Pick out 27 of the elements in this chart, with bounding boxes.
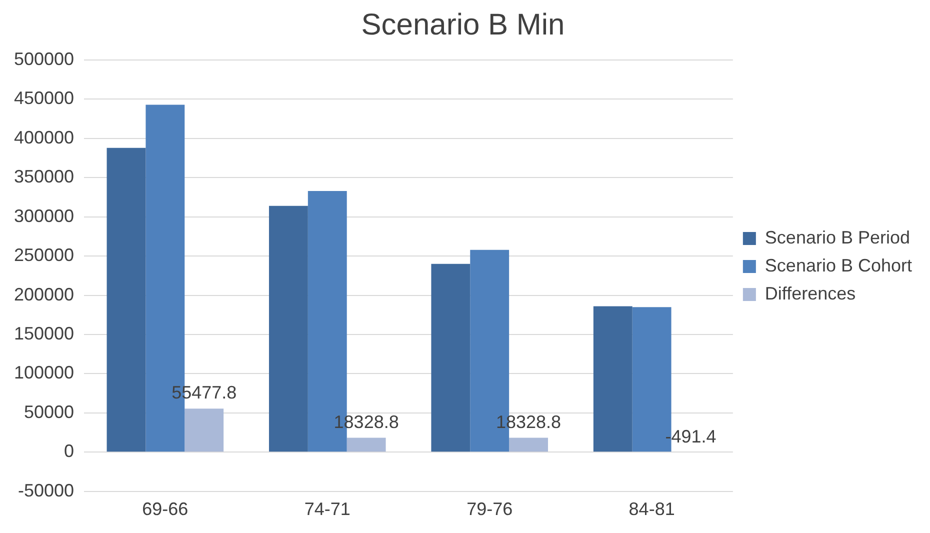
y-tick-label: 0 <box>64 441 74 462</box>
bar <box>431 264 470 452</box>
legend-label: Differences <box>764 283 856 304</box>
y-tick-label: 400000 <box>14 127 74 148</box>
bar <box>184 408 224 452</box>
x-tick-label: 74-71 <box>304 499 350 520</box>
y-tick-label: 350000 <box>14 166 74 187</box>
bar <box>106 148 146 452</box>
y-tick-label: 100000 <box>14 362 74 383</box>
y-tick-label: 450000 <box>14 88 74 108</box>
bar <box>509 438 548 452</box>
bar <box>268 206 308 452</box>
legend-label: Scenario B Cohort <box>764 255 912 276</box>
y-tick-label: 50000 <box>24 402 74 422</box>
y-tick-label: -50000 <box>18 480 74 500</box>
x-tick-label: 69-66 <box>142 499 188 520</box>
y-tick-label: 200000 <box>14 284 74 304</box>
y-tick-label: 250000 <box>14 245 74 266</box>
y-tick-label: 300000 <box>14 206 74 226</box>
bar <box>593 306 632 452</box>
bar <box>346 438 386 452</box>
legend-label: Scenario B Period <box>764 227 910 248</box>
x-tick-label: 84-81 <box>628 499 675 520</box>
x-tick-label: 79-76 <box>466 499 513 520</box>
chart-title: Scenario B Min <box>361 8 565 42</box>
y-tick-label: 500000 <box>14 48 74 69</box>
y-tick-label: 150000 <box>14 323 74 344</box>
